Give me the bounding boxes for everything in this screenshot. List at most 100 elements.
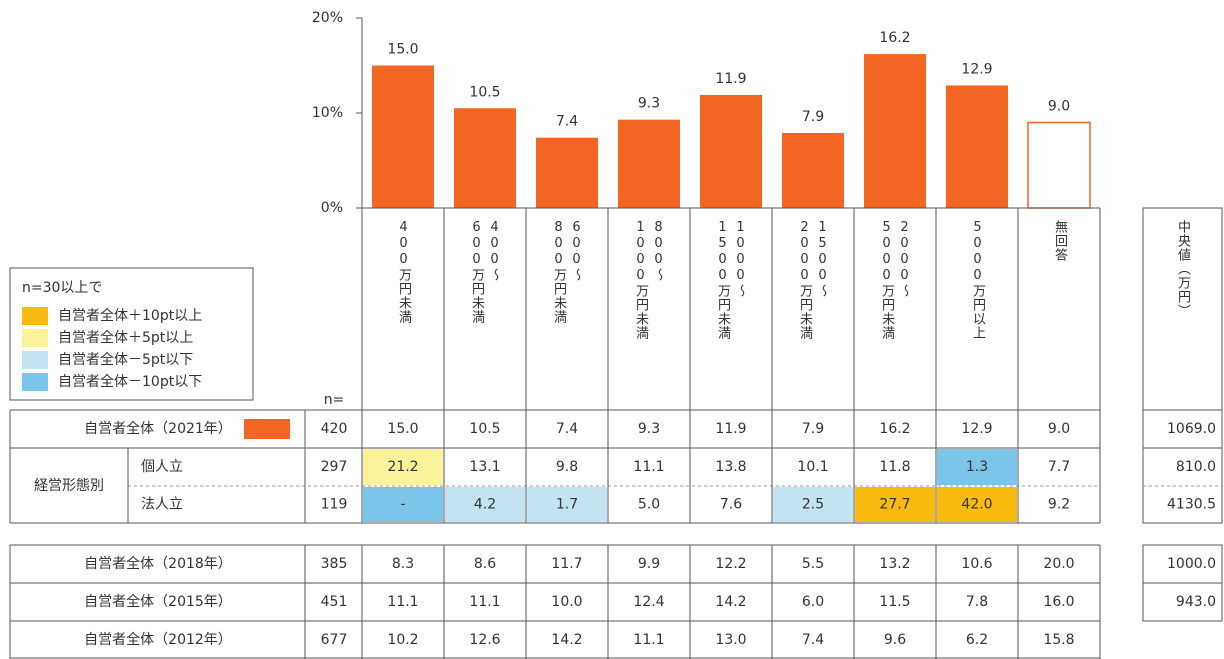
group-label: 経営形態別: [34, 478, 104, 494]
cell-value: 16.0: [1043, 594, 1074, 610]
median-value: 4130.5: [1167, 497, 1216, 513]
bar: [946, 85, 1008, 208]
cell-value: 8.3: [392, 556, 414, 572]
median-box: [1142, 582, 1223, 622]
legend-swatch: [22, 329, 48, 347]
cell-value: 12.6: [469, 632, 500, 648]
cell-value: 10.0: [551, 594, 582, 610]
bar: [536, 137, 598, 208]
row-label: 自営者全体（2021年）: [84, 420, 232, 437]
cell-value: 1.3: [966, 459, 988, 475]
x-tick-label: 400万円未満: [396, 220, 411, 324]
cell-value: 11.9: [715, 421, 746, 437]
row-label: 法人立: [141, 497, 183, 513]
bar-value-label: 9.3: [638, 96, 660, 112]
bar: [1027, 121, 1091, 209]
cell-value: 9.6: [884, 632, 906, 648]
x-tick-label: 5000万円以上: [970, 220, 985, 340]
cell-value: 11.1: [633, 632, 664, 648]
cell-value: 20.0: [1043, 556, 1074, 572]
cell-value: 9.2: [1048, 497, 1070, 513]
cell-value: 7.8: [966, 594, 988, 610]
y-tick-label: 0%: [321, 200, 343, 216]
n-value: 385: [321, 556, 348, 572]
cell-value: 11.1: [387, 594, 418, 610]
median-value: 1000.0: [1167, 556, 1216, 572]
cell-value: 9.0: [1048, 421, 1070, 437]
cell-value: 7.4: [802, 632, 824, 648]
cell-value: 5.0: [638, 497, 660, 513]
cell-value: 5.5: [802, 556, 824, 572]
cell-value: 12.9: [961, 421, 992, 437]
row-swatch: [244, 419, 290, 439]
bar-value-label: 10.5: [469, 84, 500, 100]
cell-highlight: [937, 487, 1017, 522]
legend-label: 自営者全体＋10pt以上: [58, 307, 202, 324]
legend-swatch: [22, 351, 48, 369]
n-value: 297: [321, 459, 348, 475]
bar: [864, 54, 926, 208]
bar-value-label: 11.9: [715, 71, 746, 87]
median-value: 810.0: [1176, 459, 1216, 475]
cell-value: 42.0: [961, 497, 992, 513]
cell-value: 9.8: [556, 459, 578, 475]
cell-value: 16.2: [879, 421, 910, 437]
row-label: 自営者全体（2018年）: [84, 555, 232, 572]
legend-box: [9, 267, 254, 401]
bar: [700, 94, 762, 208]
median-value: 943.0: [1176, 594, 1216, 610]
cell-value: 7.7: [1048, 459, 1070, 475]
cell-value: 12.4: [633, 594, 664, 610]
cell-value: 15.8: [1043, 632, 1074, 648]
x-tick-label: 2000〜 5000万円未満: [879, 220, 912, 340]
cell-value: 11.1: [633, 459, 664, 475]
n-value: 119: [321, 497, 348, 513]
cell-value: 9.3: [638, 421, 660, 437]
x-tick-label: 600〜 800万円未満: [551, 220, 584, 324]
x-tick-label: 1000〜 1500万円未満: [715, 220, 748, 340]
bar: [454, 108, 516, 208]
cell-value: 12.2: [715, 556, 746, 572]
n-header: n=: [324, 392, 345, 408]
y-tick-label: 20%: [312, 10, 343, 26]
cell-value: 6.0: [802, 594, 824, 610]
cell-highlight: [527, 487, 607, 522]
x-tick-label: 400〜 600万円未満: [469, 220, 502, 324]
cell-value: 13.8: [715, 459, 746, 475]
cell-value: 2.5: [802, 497, 824, 513]
cell-value: 14.2: [715, 594, 746, 610]
row-label: 自営者全体（2012年）: [84, 631, 232, 648]
cell-value: 7.6: [720, 497, 742, 513]
cell-value: 9.9: [638, 556, 660, 572]
bar-value-label: 7.9: [802, 109, 824, 125]
cell-value: 7.4: [556, 421, 578, 437]
legend-title: n=30以上で: [22, 280, 102, 296]
cell-value: 11.1: [469, 594, 500, 610]
median-box: [1142, 409, 1223, 524]
bar: [618, 119, 680, 208]
x-tick-label: 800〜 1000万円未満: [633, 220, 666, 340]
cell-value: 4.2: [474, 497, 496, 513]
cell-value: 8.6: [474, 556, 496, 572]
cell-highlight: [855, 487, 935, 522]
n-value: 420: [321, 421, 348, 437]
cell-value: 14.2: [551, 632, 582, 648]
legend-label: 自営者全体＋5pt以上: [58, 329, 193, 346]
cell-value: 10.1: [797, 459, 828, 475]
legend-label: 自営者全体－10pt以下: [58, 373, 202, 390]
n-value: 677: [321, 632, 348, 648]
bar: [372, 65, 434, 208]
cell-value: 10.5: [469, 421, 500, 437]
cell-value: 15.0: [387, 421, 418, 437]
cell-value: 10.2: [387, 632, 418, 648]
x-tick-label: 無回答: [1052, 220, 1067, 262]
legend-swatch: [22, 373, 48, 391]
bar: [782, 132, 844, 208]
y-tick-label: 10%: [312, 105, 343, 121]
legend-label: 自営者全体－5pt以下: [58, 351, 193, 368]
bar-value-label: 9.0: [1048, 99, 1070, 115]
cell-highlight: [773, 487, 853, 522]
cell-value: 11.7: [551, 556, 582, 572]
